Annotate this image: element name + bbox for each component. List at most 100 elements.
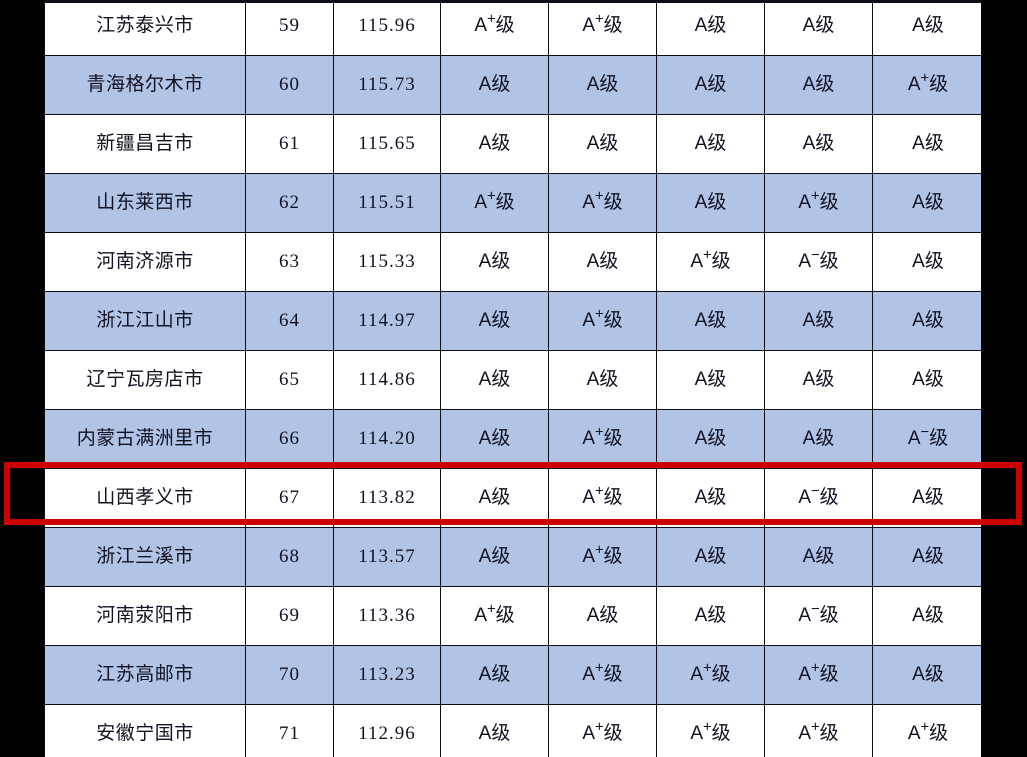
page-right-margin [981,0,1027,757]
cell-grade-4: A+级 [764,704,873,757]
cell-rank: 59 [245,0,334,56]
cell-grade-4: A+级 [764,645,873,705]
page-left-margin [0,0,44,757]
table-row: 辽宁瓦房店市 65 114.86 A级 A级 A级 A级 A级 [44,350,981,410]
cell-score: 115.33 [333,232,441,292]
cell-score: 115.51 [333,173,441,233]
cell-city: 河南济源市 [44,232,246,292]
table-row: 河南荥阳市 69 113.36 A+级 A级 A级 A−级 A级 [44,586,981,646]
cell-score: 115.65 [333,114,441,174]
cell-grade-2: A+级 [548,645,657,705]
cell-city: 山西孝义市 [44,468,246,528]
cell-grade-2: A级 [548,232,657,292]
cell-grade-3: A级 [656,409,765,469]
table-row: 安徽宁国市 71 112.96 A级 A+级 A+级 A+级 A+级 [44,704,981,757]
cell-grade-5: A级 [872,232,981,292]
cell-rank: 62 [245,173,334,233]
cell-grade-1: A级 [440,468,549,528]
cell-city: 浙江兰溪市 [44,527,246,587]
ranking-table-container: 江苏泰兴市 59 115.96 A+级 A+级 A级 A级 A级 青海格尔木市 60 115.73 A… [44,0,981,757]
cell-grade-5: A级 [872,350,981,410]
cell-grade-1: A+级 [440,0,549,56]
cell-rank: 65 [245,350,334,410]
table-row: 新疆昌吉市 61 115.65 A级 A级 A级 A级 A级 [44,114,981,174]
cell-rank: 67 [245,468,334,528]
cell-grade-4: A级 [764,55,873,115]
cell-grade-3: A级 [656,527,765,587]
cell-grade-3: A级 [656,55,765,115]
cell-score: 115.73 [333,55,441,115]
cell-city: 浙江江山市 [44,291,246,351]
cell-grade-5: A级 [872,468,981,528]
cell-grade-1: A级 [440,55,549,115]
cell-grade-4: A−级 [764,586,873,646]
cell-grade-2: A级 [548,350,657,410]
cell-grade-3: A+级 [656,232,765,292]
cell-city: 新疆昌吉市 [44,114,246,174]
cell-score: 114.86 [333,350,441,410]
cell-grade-5: A+级 [872,55,981,115]
cell-grade-2: A级 [548,114,657,174]
cell-grade-5: A级 [872,173,981,233]
cell-score: 114.20 [333,409,441,469]
cell-grade-2: A+级 [548,409,657,469]
cell-rank: 71 [245,704,334,757]
cell-score: 114.97 [333,291,441,351]
cell-grade-3: A级 [656,0,765,56]
cell-city: 河南荥阳市 [44,586,246,646]
cell-grade-2: A级 [548,55,657,115]
cell-score: 115.96 [333,0,441,56]
cell-city: 青海格尔木市 [44,55,246,115]
cell-grade-1: A+级 [440,586,549,646]
cell-grade-5: A级 [872,114,981,174]
cell-grade-2: A+级 [548,527,657,587]
cell-rank: 63 [245,232,334,292]
cell-city: 江苏高邮市 [44,645,246,705]
table-row: 山东莱西市 62 115.51 A+级 A+级 A级 A+级 A级 [44,173,981,233]
cell-grade-3: A级 [656,173,765,233]
cell-city: 安徽宁国市 [44,704,246,757]
table-row: 内蒙古满洲里市 66 114.20 A级 A+级 A级 A级 A−级 [44,409,981,469]
cell-rank: 60 [245,55,334,115]
cell-score: 113.23 [333,645,441,705]
cell-grade-1: A级 [440,291,549,351]
cell-grade-2: A+级 [548,468,657,528]
table-row: 江苏高邮市 70 113.23 A级 A+级 A+级 A+级 A级 [44,645,981,705]
cell-score: 112.96 [333,704,441,757]
cell-rank: 70 [245,645,334,705]
cell-grade-4: A级 [764,527,873,587]
cell-grade-1: A级 [440,114,549,174]
cell-rank: 61 [245,114,334,174]
cell-score: 113.57 [333,527,441,587]
cell-grade-5: A级 [872,0,981,56]
cell-score: 113.82 [333,468,441,528]
cell-grade-2: A+级 [548,291,657,351]
cell-rank: 66 [245,409,334,469]
cell-score: 113.36 [333,586,441,646]
cell-grade-4: A−级 [764,468,873,528]
cell-grade-2: A+级 [548,704,657,757]
cell-city: 内蒙古满洲里市 [44,409,246,469]
cell-grade-4: A+级 [764,173,873,233]
cell-rank: 68 [245,527,334,587]
cell-grade-5: A+级 [872,704,981,757]
cell-city: 辽宁瓦房店市 [44,350,246,410]
cell-grade-2: A+级 [548,173,657,233]
table-top-rule [44,0,981,3]
table-row: 山西孝义市 67 113.82 A级 A+级 A级 A−级 A级 [44,468,981,528]
cell-grade-5: A级 [872,291,981,351]
cell-grade-1: A级 [440,232,549,292]
table-row: 河南济源市 63 115.33 A级 A级 A+级 A−级 A级 [44,232,981,292]
table-row: 江苏泰兴市 59 115.96 A+级 A+级 A级 A级 A级 [44,0,981,56]
cell-grade-5: A级 [872,645,981,705]
cell-grade-1: A级 [440,409,549,469]
cell-grade-4: A级 [764,291,873,351]
cell-grade-5: A级 [872,527,981,587]
cell-rank: 69 [245,586,334,646]
cell-grade-4: A−级 [764,232,873,292]
cell-rank: 64 [245,291,334,351]
cell-grade-1: A级 [440,645,549,705]
table-body: 江苏泰兴市 59 115.96 A+级 A+级 A级 A级 A级 青海格尔木市 60 115.73 A… [44,0,981,757]
cell-grade-3: A级 [656,291,765,351]
